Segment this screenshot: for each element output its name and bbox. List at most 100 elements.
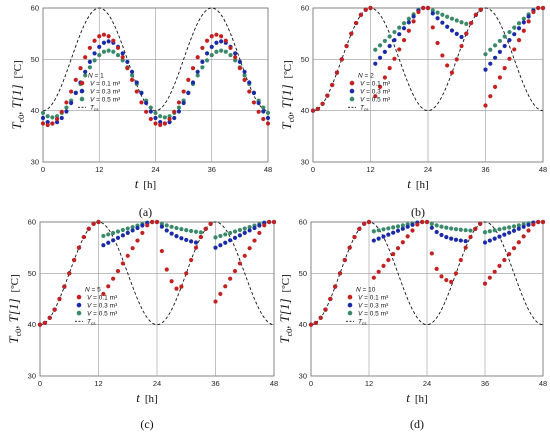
data-point-V03: [120, 51, 125, 56]
data-point-V01: [190, 66, 196, 71]
data-point-V01: [189, 257, 194, 263]
data-point-V05: [512, 25, 517, 30]
data-point-V01: [392, 56, 397, 61]
data-point-V01: [357, 226, 362, 231]
y-tick-label: 40: [28, 320, 36, 329]
data-point-V01: [424, 219, 430, 225]
data-point-V01: [468, 234, 473, 240]
data-point-V01: [429, 251, 434, 256]
data-point-V03: [247, 228, 252, 233]
data-point-V01: [540, 219, 546, 225]
legend-entry: V = 0.5 m³: [90, 96, 121, 103]
data-point-V01: [184, 271, 189, 276]
data-point-V03: [125, 230, 130, 236]
data-point-V03: [218, 243, 223, 248]
data-point-V03: [400, 226, 405, 231]
data-point-V05: [483, 52, 488, 57]
y-tick-label: 30: [301, 158, 309, 167]
data-point-V05: [120, 58, 125, 63]
data-point-V01: [526, 228, 531, 233]
data-point-V05: [261, 105, 266, 110]
data-point-V01: [169, 279, 174, 284]
data-point-V01: [251, 100, 257, 105]
series-line-tcs: [312, 7, 544, 112]
data-point-V03: [434, 229, 439, 235]
data-point-V01: [435, 40, 440, 46]
data-point-V03: [382, 49, 387, 54]
data-point-V01: [42, 320, 47, 326]
data-point-V05: [209, 52, 214, 58]
y-tick-label: 40: [299, 320, 307, 329]
legend-entry: Tcs: [358, 318, 367, 326]
data-point-V05: [237, 227, 242, 233]
data-point-V01: [176, 100, 182, 105]
data-point-V01: [363, 7, 368, 12]
data-point-V01: [478, 221, 483, 226]
data-point-V01: [150, 219, 155, 225]
data-point-V05: [516, 21, 522, 26]
data-point-V01: [386, 257, 391, 263]
data-point-V03: [59, 115, 64, 121]
data-point-V03: [257, 223, 262, 228]
data-point-V01: [400, 240, 405, 245]
data-point-V03: [179, 236, 184, 241]
data-point-V03: [204, 51, 210, 56]
data-point-V03: [261, 109, 266, 114]
data-point-V01: [69, 89, 74, 94]
data-point-V01: [352, 234, 357, 240]
data-point-V03: [391, 230, 396, 235]
data-point-V01: [233, 55, 238, 60]
data-point-V05: [219, 48, 224, 53]
data-point-V01: [397, 47, 402, 52]
data-point-V01: [325, 93, 330, 98]
data-point-V05: [401, 21, 407, 26]
data-point-V05: [440, 12, 445, 17]
data-point-V01: [381, 263, 386, 268]
data-point-V01: [320, 101, 325, 106]
legend-swatch-V01: [76, 294, 82, 300]
data-point-V05: [223, 232, 228, 237]
legend-entry: V = 0.1 m³: [360, 80, 391, 87]
data-point-V05: [242, 226, 247, 231]
data-point-V01: [232, 268, 238, 274]
data-point-V03: [87, 59, 92, 64]
data-point-V01: [415, 222, 420, 227]
data-point-V01: [376, 269, 381, 274]
data-point-V05: [434, 223, 439, 228]
data-point-V01: [310, 108, 316, 113]
data-point-V05: [40, 110, 46, 115]
data-point-V05: [169, 224, 174, 229]
data-point-V05: [213, 235, 218, 240]
data-point-V01: [120, 261, 125, 266]
data-point-V05: [395, 224, 401, 229]
legend-swatch-V05: [79, 96, 85, 102]
data-point-V03: [371, 238, 376, 243]
data-point-V01: [218, 291, 223, 297]
data-point-V01: [371, 275, 376, 280]
data-point-V01: [349, 31, 354, 36]
data-point-V01: [76, 245, 82, 250]
data-point-V01: [261, 116, 266, 122]
data-point-V01: [134, 89, 139, 94]
data-point-V03: [502, 232, 507, 237]
data-point-V01: [271, 219, 277, 225]
data-point-V01: [330, 82, 335, 88]
data-point-V03: [430, 11, 435, 16]
data-point-V01: [444, 277, 449, 283]
data-point-V01: [228, 276, 233, 281]
data-point-V03: [406, 20, 411, 25]
x-tick-label: 0: [38, 379, 42, 388]
data-point-V03: [247, 80, 252, 85]
legend-entry: V = 0.3 m³: [358, 302, 389, 309]
data-point-V01: [439, 274, 444, 279]
chart-panel-1: 0 12 24 36 48 30 40 50 60 N = 1V = 0.1 m³V = 0.3 …: [9, 4, 272, 220]
y-tick-label: 60: [28, 218, 36, 227]
data-point-V05: [214, 49, 219, 54]
data-point-V01: [140, 230, 145, 236]
data-point-V01: [502, 66, 507, 71]
data-point-V01: [164, 267, 169, 272]
data-point-V03: [256, 100, 261, 106]
data-point-V01: [208, 221, 213, 226]
panel-caption: (c): [140, 417, 153, 431]
data-point-V03: [200, 59, 205, 64]
